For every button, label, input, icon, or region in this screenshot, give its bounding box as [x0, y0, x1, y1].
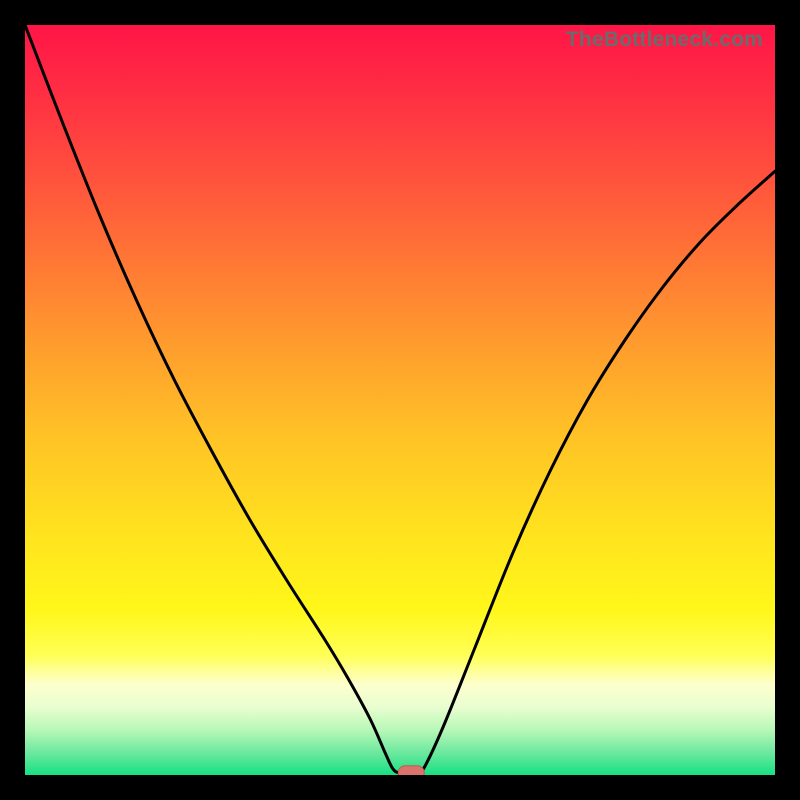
bottleneck-curve [25, 25, 775, 775]
plot-area: TheBottleneck.com [25, 25, 775, 775]
chart-frame: TheBottleneck.com [0, 0, 800, 800]
bottleneck-marker [398, 766, 424, 775]
watermark-text: TheBottleneck.com [566, 28, 763, 52]
